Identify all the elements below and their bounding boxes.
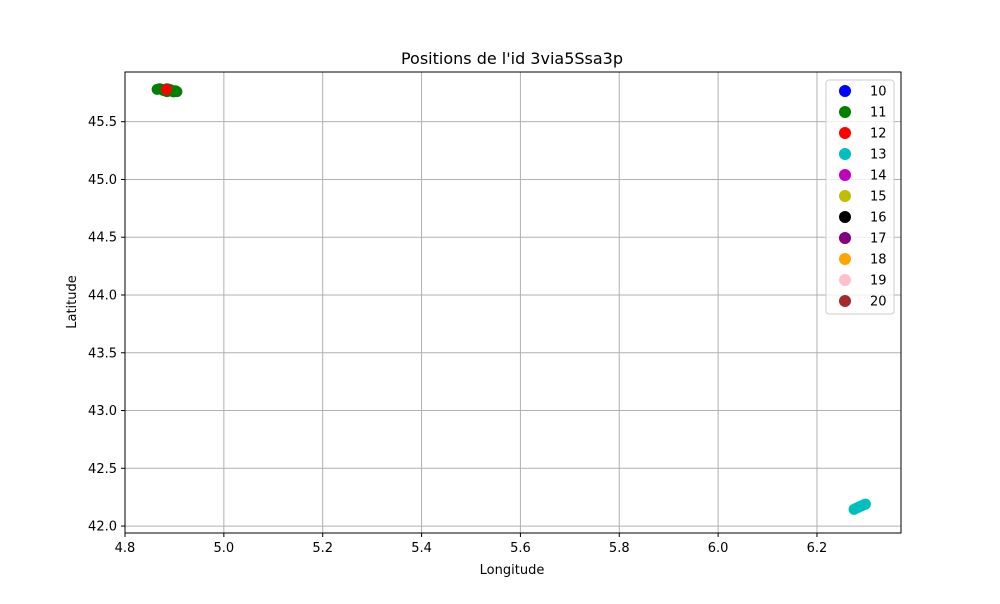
data-point-series-13 <box>859 498 871 510</box>
legend-label: 17 <box>870 232 887 247</box>
y-tick-label: 42.0 <box>88 520 117 535</box>
legend-label: 20 <box>870 295 887 310</box>
y-axis-ticks: 42.0 42.5 43.0 43.5 44.0 44.5 45.0 45.5 <box>88 115 125 535</box>
legend-marker-12 <box>839 127 851 139</box>
legend-marker-13 <box>839 148 851 160</box>
legend: 10 11 12 13 14 15 16 17 18 19 20 <box>825 79 895 315</box>
legend-label: 15 <box>870 190 887 205</box>
legend-marker-17 <box>839 232 851 244</box>
x-tick-label: 5.4 <box>411 541 432 556</box>
x-tick-label: 5.2 <box>312 541 333 556</box>
y-axis-label: Latitude <box>65 275 80 329</box>
chart-title: Positions de l'id 3via5Ssa3p <box>401 49 623 68</box>
x-tick-label: 6.2 <box>807 541 828 556</box>
x-tick-label: 5.6 <box>510 541 531 556</box>
legend-marker-14 <box>839 169 851 181</box>
y-tick-label: 42.5 <box>88 462 117 477</box>
legend-items: 10 11 12 13 14 15 16 17 18 19 20 <box>839 85 887 310</box>
legend-marker-20 <box>839 295 851 307</box>
y-tick-label: 44.0 <box>88 288 117 303</box>
x-tick-label: 5.0 <box>214 541 235 556</box>
legend-label: 14 <box>870 169 887 184</box>
x-axis-ticks: 4.8 5.0 5.2 5.4 5.6 5.8 6.0 6.2 <box>115 533 828 556</box>
data-point-series-11 <box>169 85 181 97</box>
y-tick-label: 43.5 <box>88 346 117 361</box>
y-tick-label: 43.0 <box>88 404 117 419</box>
legend-label: 16 <box>870 211 887 226</box>
legend-marker-11 <box>839 106 851 118</box>
legend-marker-19 <box>839 274 851 286</box>
legend-label: 13 <box>870 148 887 163</box>
legend-label: 10 <box>870 85 887 100</box>
x-axis-label: Longitude <box>480 563 545 578</box>
legend-label: 11 <box>870 106 887 121</box>
y-tick-label: 44.5 <box>88 231 117 246</box>
x-tick-label: 4.8 <box>115 541 136 556</box>
y-tick-label: 45.5 <box>88 115 117 130</box>
legend-label: 19 <box>870 274 887 289</box>
y-tick-label: 45.0 <box>88 173 117 188</box>
legend-marker-10 <box>839 85 851 97</box>
grid-lines <box>124 72 901 533</box>
legend-marker-15 <box>839 190 851 202</box>
plot-area-frame <box>124 71 902 534</box>
data-points <box>151 83 871 515</box>
x-tick-label: 5.8 <box>609 541 630 556</box>
legend-marker-16 <box>839 211 851 223</box>
legend-marker-18 <box>839 253 851 265</box>
data-point-series-12 <box>161 84 173 96</box>
legend-label: 12 <box>870 127 887 142</box>
x-tick-label: 6.0 <box>708 541 729 556</box>
legend-label: 18 <box>870 253 887 268</box>
